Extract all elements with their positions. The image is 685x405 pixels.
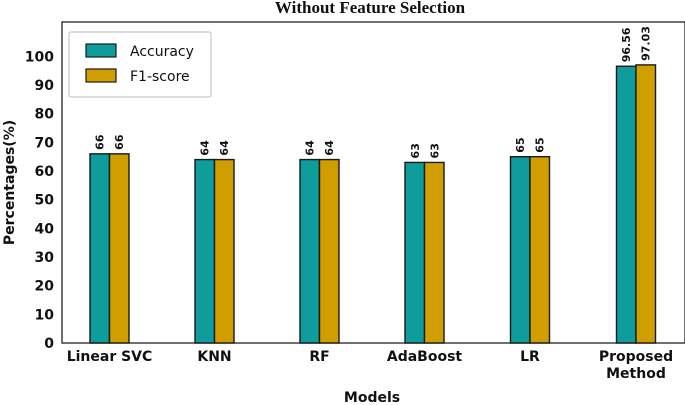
y-tick-label: 40 (35, 221, 55, 237)
y-axis: 0 10 20 30 40 50 60 70 80 90 100 (25, 49, 54, 352)
bar-f1-score (213, 158, 235, 344)
legend-swatch (85, 68, 117, 83)
bar-accuracy (89, 153, 111, 344)
bar-accuracy (404, 161, 426, 344)
data-label: 63 (428, 143, 441, 158)
data-labels: 66 66 64 64 64 64 63 63 65 65 96.56 97.03 (94, 26, 653, 158)
x-tick-label: Linear SVC (67, 349, 153, 365)
data-label: 63 (409, 143, 422, 158)
y-tick-label: 100 (25, 49, 54, 65)
legend-box (68, 31, 212, 98)
legend-label: F1-score (130, 69, 190, 85)
plot-area (61, 21, 685, 344)
bar-accuracy (509, 156, 531, 344)
bar-f1-score (108, 153, 130, 344)
bar-f1-score (423, 161, 445, 344)
data-label: 64 (304, 140, 317, 156)
x-axis-label: Models (344, 390, 400, 405)
y-tick-label: 10 (35, 307, 55, 323)
bar-accuracy (299, 158, 321, 344)
y-tick-label: 70 (35, 135, 55, 151)
data-label: 66 (113, 134, 126, 150)
y-tick-label: 50 (35, 193, 55, 209)
y-tick-label: 20 (35, 279, 55, 295)
y-tick-label: 90 (35, 78, 55, 94)
bar-accuracy (194, 158, 216, 344)
y-tick-label: 80 (35, 107, 55, 123)
data-label: 64 (323, 140, 336, 156)
bar-f1-score (635, 64, 657, 344)
x-tick-label: Proposed Method (599, 349, 673, 382)
legend-swatch (85, 43, 117, 58)
y-tick-label: 60 (35, 164, 55, 180)
x-tick-label: AdaBoost (387, 349, 463, 365)
legend-label: Accuracy (130, 44, 194, 60)
data-label: 65 (534, 137, 547, 152)
y-tick-label: 0 (44, 336, 54, 352)
chart-title: Without Feature Selection (275, 0, 466, 17)
x-tick-label: LR (520, 349, 540, 365)
data-label: 66 (94, 134, 107, 150)
x-axis: Linear SVC KNN RF AdaBoost LR Proposed Method (67, 349, 673, 382)
bar-accuracy (615, 65, 637, 344)
bars (89, 64, 657, 344)
x-tick-label: RF (309, 349, 329, 365)
y-axis-label: Percentages(%) (2, 120, 18, 245)
data-label: 64 (218, 140, 231, 156)
bar-f1-score (318, 158, 340, 344)
y-tick-label: 30 (35, 250, 55, 266)
x-tick-label: KNN (197, 349, 231, 365)
data-label: 97.03 (640, 26, 653, 61)
data-label: 64 (199, 140, 212, 156)
legend: Accuracy F1-score (68, 31, 212, 98)
data-label: 96.56 (620, 27, 633, 62)
bar-f1-score (529, 156, 551, 344)
data-label: 65 (514, 137, 527, 152)
